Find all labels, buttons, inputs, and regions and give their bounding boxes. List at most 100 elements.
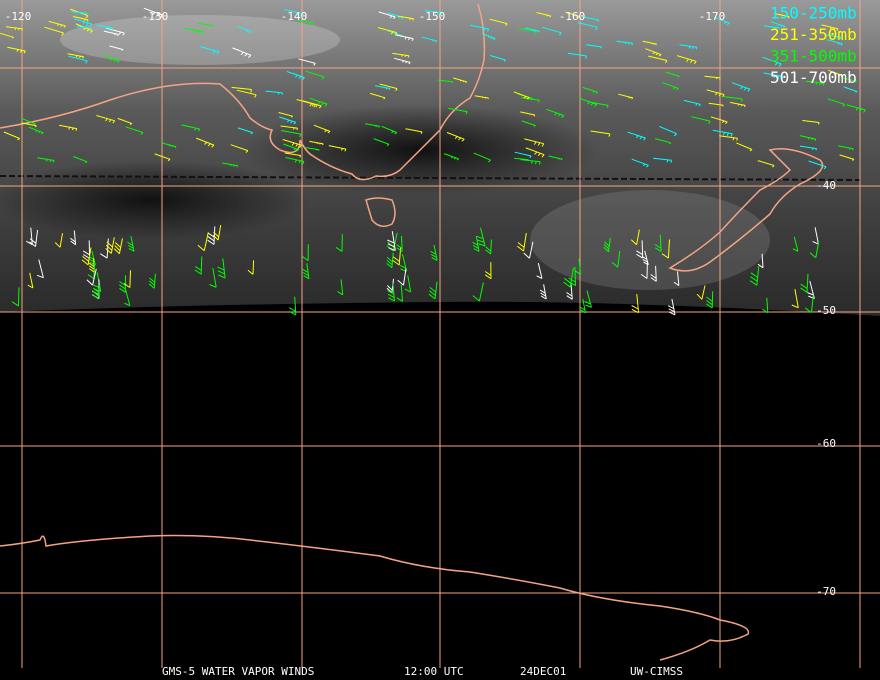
wind-barb xyxy=(92,282,101,300)
wind-barb xyxy=(103,30,119,37)
wind-barb xyxy=(762,297,769,314)
wind-barb xyxy=(489,18,508,26)
wind-barb xyxy=(565,11,581,19)
wind-barb xyxy=(387,231,396,252)
wind-barb xyxy=(712,129,733,137)
wind-barb xyxy=(791,289,799,309)
wind-barb xyxy=(749,265,760,286)
wind-barb xyxy=(70,230,77,246)
wind-barb xyxy=(72,16,89,22)
wind-barb xyxy=(665,71,680,78)
wind-barb xyxy=(265,90,283,95)
wind-barb xyxy=(706,291,714,309)
antarctica-coast xyxy=(0,534,750,661)
wind-barb xyxy=(396,284,403,302)
wind-barb xyxy=(81,247,92,266)
wind-barb xyxy=(282,139,302,149)
longitude-labels: -120 -130 -140 -150 -160 -170 xyxy=(5,10,726,23)
tasmania-coast xyxy=(365,197,396,227)
wind-barb xyxy=(563,268,574,288)
wind-barb xyxy=(67,53,85,59)
wind-barb xyxy=(514,157,530,161)
wind-barb xyxy=(247,260,255,275)
wind-barb xyxy=(71,11,88,15)
wind-barb xyxy=(631,293,640,314)
wind-barb xyxy=(838,145,854,151)
wind-barb xyxy=(821,24,839,31)
footer: GMS-5 WATER VAPOR WINDS 12:00 UTC 24DEC0… xyxy=(162,665,683,678)
wind-barb xyxy=(539,284,547,300)
wind-barb xyxy=(524,138,545,147)
wind-barb xyxy=(618,93,634,100)
wind-barb xyxy=(109,45,124,51)
wind-barb xyxy=(184,28,204,35)
wind-barb xyxy=(3,131,21,141)
wind-barb xyxy=(106,27,125,36)
wind-barb xyxy=(679,44,698,50)
wind-barb xyxy=(662,82,679,91)
wind-barb xyxy=(710,116,728,125)
wind-barb xyxy=(524,27,540,33)
wind-barb xyxy=(812,227,819,245)
wind-barb xyxy=(579,97,598,107)
wind-barb xyxy=(567,52,588,59)
wind-barb xyxy=(302,244,309,262)
wind-barb xyxy=(365,123,380,128)
longitude-label: -150 xyxy=(419,10,446,23)
wind-barb xyxy=(379,83,398,92)
wind-barb xyxy=(525,147,545,158)
wind-barb xyxy=(472,236,480,252)
wind-barb xyxy=(278,112,293,118)
wind-barb xyxy=(181,124,201,132)
wind-barb xyxy=(405,128,423,134)
wind-barb xyxy=(514,151,532,159)
wind-barb xyxy=(736,142,753,152)
wind-barb xyxy=(148,273,156,289)
wind-barb xyxy=(386,252,394,269)
wind-barb xyxy=(430,244,438,261)
wind-barb xyxy=(731,82,751,92)
wind-barb xyxy=(198,22,214,27)
wind-barb xyxy=(105,237,115,254)
wind-barb xyxy=(654,138,671,145)
footer-source: UW-CIMSS xyxy=(630,665,683,678)
wind-barb xyxy=(826,39,843,46)
longitude-label: -160 xyxy=(559,10,586,23)
wind-barb xyxy=(805,80,825,86)
wind-barb xyxy=(673,271,680,287)
wind-barb xyxy=(143,7,163,19)
wind-barb xyxy=(485,239,492,255)
wind-barb xyxy=(87,261,95,280)
footer-time: 12:00 UTC xyxy=(404,665,464,678)
wind-barb xyxy=(404,275,412,293)
wind-barb xyxy=(706,89,725,98)
wind-barb xyxy=(827,69,844,78)
wind-barb xyxy=(566,283,573,300)
wind-barb xyxy=(521,120,536,127)
wind-barb xyxy=(470,24,490,32)
wind-barb xyxy=(809,241,820,259)
wind-barb xyxy=(611,250,621,268)
wind-barb xyxy=(76,25,93,30)
wind-barb xyxy=(305,70,325,80)
wind-barb xyxy=(29,229,39,247)
wind-barb xyxy=(27,272,34,289)
wind-barb xyxy=(536,262,543,279)
wind-barb xyxy=(298,58,316,66)
wind-barb xyxy=(481,32,496,40)
wind-barb xyxy=(328,145,347,152)
wind-barb xyxy=(283,143,300,152)
wind-barb xyxy=(648,55,668,64)
wind-barb xyxy=(827,98,846,107)
legend-entry: 501-700mb xyxy=(770,68,857,87)
wind-barbs xyxy=(0,7,866,316)
wind-barb xyxy=(846,104,866,113)
wind-barb xyxy=(548,155,563,161)
wind-barb xyxy=(309,97,328,107)
wind-barb xyxy=(117,117,133,126)
wind-barb xyxy=(197,232,209,252)
wind-barb xyxy=(704,75,721,80)
wind-barb xyxy=(296,19,314,25)
wind-barb xyxy=(774,13,790,19)
wind-barb xyxy=(11,287,20,307)
